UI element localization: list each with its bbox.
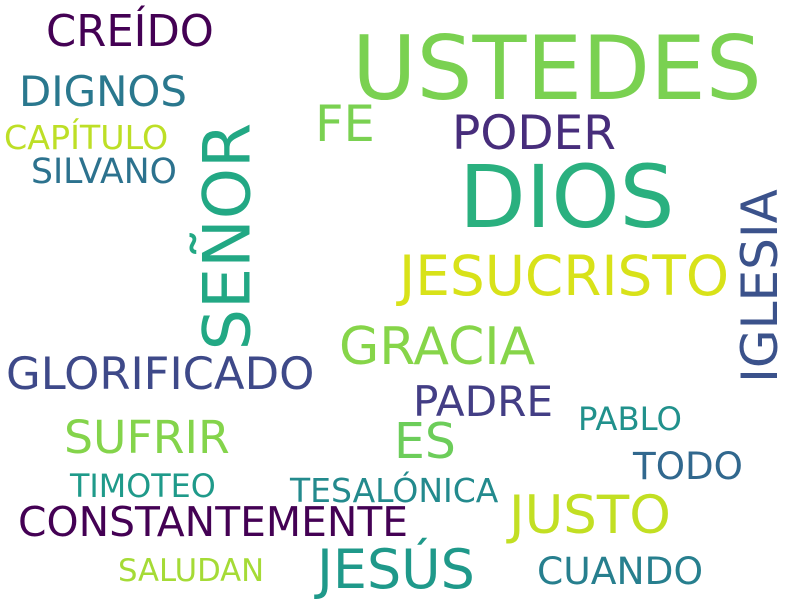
word-capitulo: CAPÍTULO (4, 117, 169, 157)
word-jesucristo: JESUCRISTO (399, 243, 730, 308)
word-todo: TODO (633, 443, 743, 488)
word-tesalonica: TESALÓNICA (290, 470, 499, 510)
word-jesus: JESÚS (317, 538, 475, 600)
word-creido: CREÍDO (46, 6, 214, 57)
word-saludan: SALUDAN (118, 553, 265, 589)
word-sufrir: SUFRIR (64, 411, 230, 464)
word-padre: PADRE (413, 377, 554, 426)
word-es: ES (394, 412, 456, 470)
word-fe: FE (315, 95, 375, 153)
word-cuando: CUANDO (537, 549, 704, 593)
word-silvano: SILVANO (31, 151, 177, 192)
word-gracia: GRACIA (339, 317, 536, 377)
word-dios: DIOS (459, 147, 675, 248)
word-pablo: PABLO (578, 400, 682, 438)
word-iglesia: IGLESIA (730, 189, 789, 383)
word-glorificado: GLORIFICADO (6, 346, 315, 400)
word-justo: JUSTO (509, 484, 671, 546)
word-poder: PODER (452, 105, 616, 161)
word-constantemente: CONSTANTEMENTE (18, 497, 409, 546)
word-dignos: DIGNOS (19, 67, 187, 116)
word-ustedes: USTEDES (352, 17, 762, 120)
word-senor: SEÑOR (190, 122, 266, 350)
word-timoteo: TIMOTEO (70, 468, 216, 505)
